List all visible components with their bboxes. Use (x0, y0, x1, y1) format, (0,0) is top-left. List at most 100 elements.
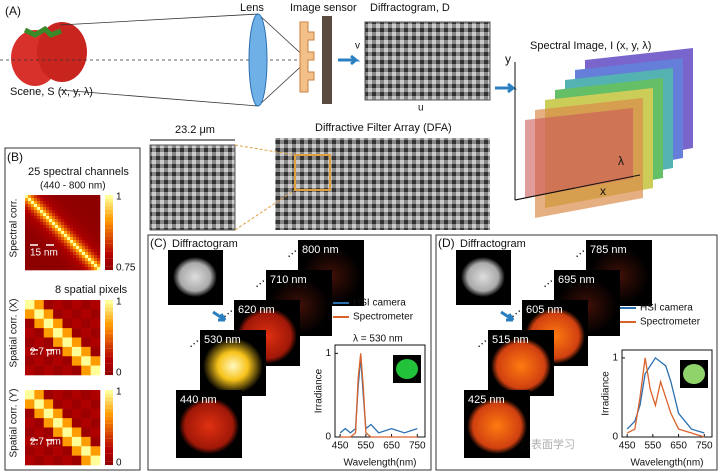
frame-label: 710 nm (270, 274, 307, 286)
heat-cell (61, 228, 65, 232)
heat-cell (58, 219, 62, 223)
heat-cell (34, 210, 38, 214)
heat-cell (40, 249, 44, 253)
heat-cell (52, 204, 56, 208)
heat-cell (25, 204, 29, 208)
heat-cell (91, 222, 95, 226)
heat-cell (79, 213, 83, 217)
heat-cell (40, 243, 44, 247)
heat-cell (81, 455, 91, 466)
heat-cell (81, 446, 91, 456)
heat-cell (58, 231, 62, 235)
heat-cell (85, 219, 89, 223)
heat-cell (52, 222, 56, 226)
heat-cell (97, 219, 101, 223)
heat-cell (79, 204, 83, 208)
heat-cell (31, 216, 35, 220)
heat-cell (52, 267, 56, 271)
heat-cell (53, 399, 63, 410)
heat-cell (31, 267, 35, 271)
colorbar-cell (105, 363, 113, 368)
heat-cell (46, 204, 50, 208)
heat-cell (25, 267, 29, 271)
heat-cell (88, 237, 92, 241)
heat-cell (67, 216, 71, 220)
heat-cell (55, 219, 59, 223)
heat-cell (88, 228, 92, 232)
frame-label: 440 nm (180, 394, 217, 406)
heat-cell (62, 346, 73, 357)
heat-cell (94, 195, 98, 199)
heat-cell (28, 249, 32, 253)
scale-label: 23.2 μm (175, 124, 215, 136)
heat-cell (81, 318, 91, 329)
heat-cell (43, 216, 47, 220)
heat-cell (52, 261, 56, 265)
spectral-image-label: Spectral Image, I (x, y, λ) (530, 40, 651, 52)
heat-cell (82, 198, 86, 202)
colorbar-cell (105, 461, 113, 466)
heat-cell (94, 198, 98, 202)
heat-cell (55, 240, 59, 244)
colorbar-cell (105, 352, 113, 357)
heat-cell (62, 455, 73, 466)
heat-cell (71, 309, 82, 320)
heat-cell (79, 243, 83, 247)
colorbar-cell (105, 435, 113, 439)
frame-spot (203, 338, 263, 394)
heat-cell (79, 231, 83, 235)
heat-cell (76, 255, 80, 259)
heat-cell (88, 246, 92, 250)
heat-cell (64, 201, 68, 205)
colorbar-cell (105, 210, 113, 214)
heat-cell (31, 240, 35, 244)
heat-cell (31, 228, 35, 232)
heat-cell (90, 436, 101, 447)
heat-cell (28, 258, 32, 262)
heat-cell (55, 267, 59, 271)
heat-cell (94, 225, 98, 229)
frame-label: 425 nm (468, 394, 505, 406)
heat-cell (58, 255, 62, 259)
heat-cell (61, 225, 65, 229)
heat-cell (53, 418, 63, 428)
heat-cell (76, 243, 80, 247)
heat-cell (34, 399, 45, 410)
colorbar-cell (105, 311, 113, 316)
heat-cell (79, 195, 83, 199)
axis-label: λ (618, 154, 624, 168)
heat-cell (58, 267, 62, 271)
heat-cell (25, 216, 29, 220)
heat-cell (91, 198, 95, 202)
heat-cell (79, 216, 83, 220)
heat-cell (79, 219, 83, 223)
heat-cell (82, 222, 86, 226)
heat-cell (85, 258, 89, 262)
heat-cell (94, 264, 98, 268)
heat-cell (53, 328, 63, 338)
heat-cell (62, 418, 73, 428)
heat-cell (97, 267, 101, 271)
heat-cell (37, 198, 41, 202)
heat-cell (34, 195, 38, 199)
heat-cell (28, 201, 32, 205)
heat-cell (71, 455, 82, 466)
heat-cell (62, 356, 73, 366)
heat-cell (76, 201, 80, 205)
heat-cell (43, 198, 47, 202)
heat-cell (43, 264, 47, 268)
heat-cell (91, 267, 95, 271)
heat-cell (46, 219, 50, 223)
heat-cell (25, 328, 35, 338)
heat-cell (88, 231, 92, 235)
colorbar-cell (105, 318, 113, 323)
heat-cell (52, 252, 56, 256)
heat-cell (34, 231, 38, 235)
colorbar-cell (105, 202, 113, 207)
marker-label: 2.7 μm (30, 437, 61, 448)
heat-cell (37, 231, 41, 235)
colorbar-cell (105, 266, 113, 271)
heat-cell (58, 213, 62, 217)
heat-cell (62, 318, 73, 329)
heat-cell (76, 258, 80, 262)
